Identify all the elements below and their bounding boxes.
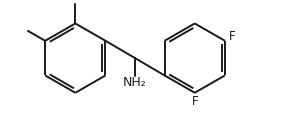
Text: F: F <box>229 30 236 43</box>
Text: F: F <box>191 95 198 108</box>
Text: NH₂: NH₂ <box>123 76 147 89</box>
